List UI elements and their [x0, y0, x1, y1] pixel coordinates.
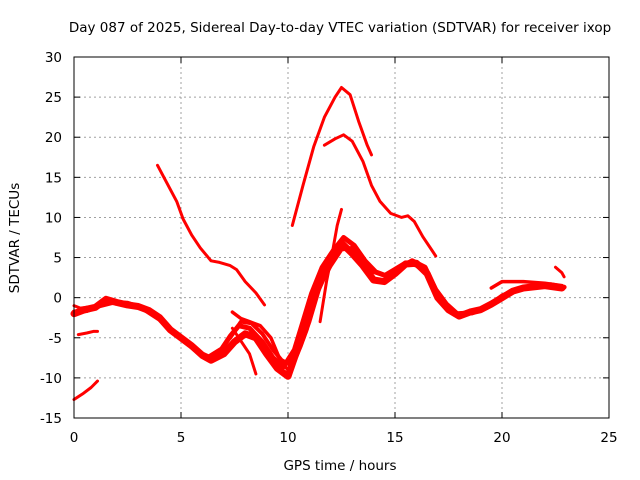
y-tick-label: 0 — [53, 291, 62, 307]
grid-lines — [74, 57, 609, 418]
y-tick-label: 10 — [45, 210, 62, 226]
y-tick-label: 25 — [45, 90, 62, 106]
series-arc-g — [156, 163, 266, 307]
x-tick-label: 15 — [386, 430, 403, 446]
series-arc-h — [290, 86, 373, 227]
x-tick-label: 5 — [177, 430, 186, 446]
y-tick-label: -10 — [40, 371, 62, 387]
series-arc-e — [230, 326, 258, 376]
y-tick-label: 5 — [53, 251, 62, 267]
y-tick-labels: -15 -10 -5 0 5 10 15 20 25 30 — [40, 50, 62, 427]
y-tick-label: 20 — [45, 130, 62, 146]
x-tick-label: 20 — [493, 430, 510, 446]
x-tick-labels: 0 5 10 15 20 25 — [70, 430, 618, 446]
axis-ticks — [73, 56, 610, 419]
x-tick-label: 25 — [600, 430, 617, 446]
data-series — [70, 86, 567, 401]
x-tick-label: 10 — [279, 430, 296, 446]
series-arc-c — [228, 245, 427, 368]
y-tick-label: 15 — [45, 170, 62, 186]
y-axis-label: SDTVAR / TECUs — [7, 183, 23, 293]
series-arc-m — [554, 265, 566, 279]
series-arc-i — [322, 133, 438, 258]
x-axis-label: GPS time / hours — [283, 458, 396, 474]
chart-title: Day 087 of 2025, Sidereal Day-to-day VTE… — [69, 20, 611, 36]
series-arc-j — [72, 379, 99, 401]
series-arc-k — [76, 329, 99, 337]
series-arc-n — [489, 279, 564, 290]
y-tick-label: -15 — [40, 411, 62, 427]
y-tick-label: 30 — [45, 50, 62, 66]
series-arc-d — [230, 310, 292, 374]
y-tick-label: -5 — [49, 331, 62, 347]
series-arc-b — [71, 235, 567, 370]
series-arc-f — [318, 207, 343, 324]
x-tick-label: 0 — [70, 430, 79, 446]
series-arc-l — [72, 304, 89, 310]
plot-frame — [73, 56, 610, 419]
